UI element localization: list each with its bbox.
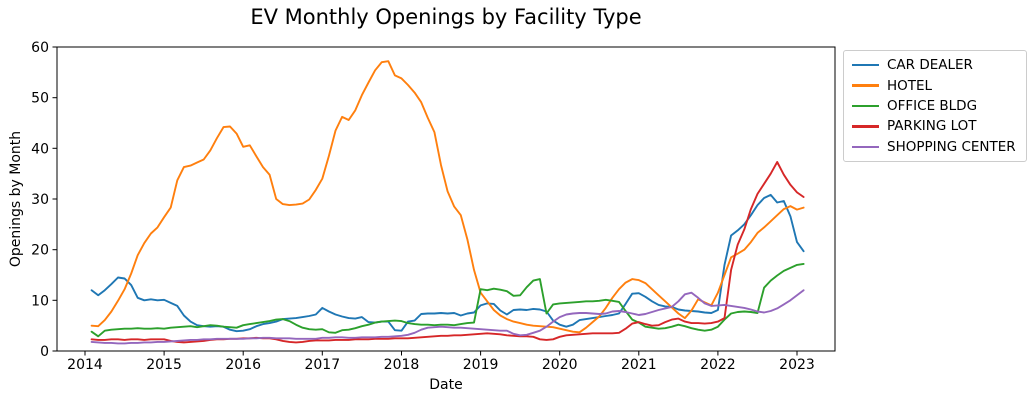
legend-item-hotel: HOTEL (852, 78, 1018, 94)
x-tick-label: 2021 (621, 357, 657, 373)
series-line-shopping-center (90, 289, 805, 345)
x-tick-label: 2019 (463, 357, 499, 373)
y-tick-label: 0 (40, 344, 49, 360)
legend-item-car-dealer: CAR DEALER (852, 57, 1018, 73)
legend-line-swatch (852, 125, 879, 128)
y-tick-label: 40 (31, 141, 49, 157)
series-line-office-bldg (90, 262, 805, 338)
legend-line-swatch (852, 145, 879, 148)
y-tick-label: 30 (31, 192, 49, 208)
y-tick-label: 60 (31, 40, 49, 56)
legend-item-office-bldg: OFFICE BLDG (852, 98, 1018, 114)
legend-line-swatch (852, 63, 879, 67)
legend-label: SHOPPING CENTER (887, 138, 1016, 155)
y-tick-label: 10 (31, 293, 49, 309)
chart-title: EV Monthly Openings by Facility Type (250, 5, 642, 29)
x-tick-label: 2022 (700, 357, 736, 373)
x-tick-label: 2018 (384, 357, 420, 373)
x-tick-label: 2014 (67, 357, 103, 373)
y-tick-label: 20 (31, 243, 49, 259)
legend-label: HOTEL (887, 77, 933, 94)
x-tick-label: 2017 (304, 357, 340, 373)
x-tick-label: 2020 (542, 357, 578, 373)
legend-label: CAR DEALER (887, 57, 973, 74)
legend-item-parking-lot: PARKING LOT (852, 118, 1018, 134)
legend-line-swatch (852, 104, 879, 108)
legend: CAR DEALER HOTEL OFFICE BLDG PARKING LOT SHO… (843, 50, 1027, 162)
legend-label: OFFICE BLDG (887, 97, 978, 114)
legend-label: PARKING LOT (887, 118, 977, 135)
y-tick-label: 50 (31, 91, 49, 107)
series-line-car-dealer (90, 193, 805, 333)
legend-line-swatch (852, 84, 879, 87)
x-tick-label: 2023 (779, 357, 815, 373)
legend-item-shopping-center: SHOPPING CENTER (852, 139, 1018, 155)
x-tick-label: 2016 (225, 357, 261, 373)
x-axis-label: Date (429, 377, 463, 393)
x-tick-label: 2015 (146, 357, 182, 373)
series-line-hotel (90, 60, 805, 334)
y-axis-label: Openings by Month (8, 130, 24, 268)
